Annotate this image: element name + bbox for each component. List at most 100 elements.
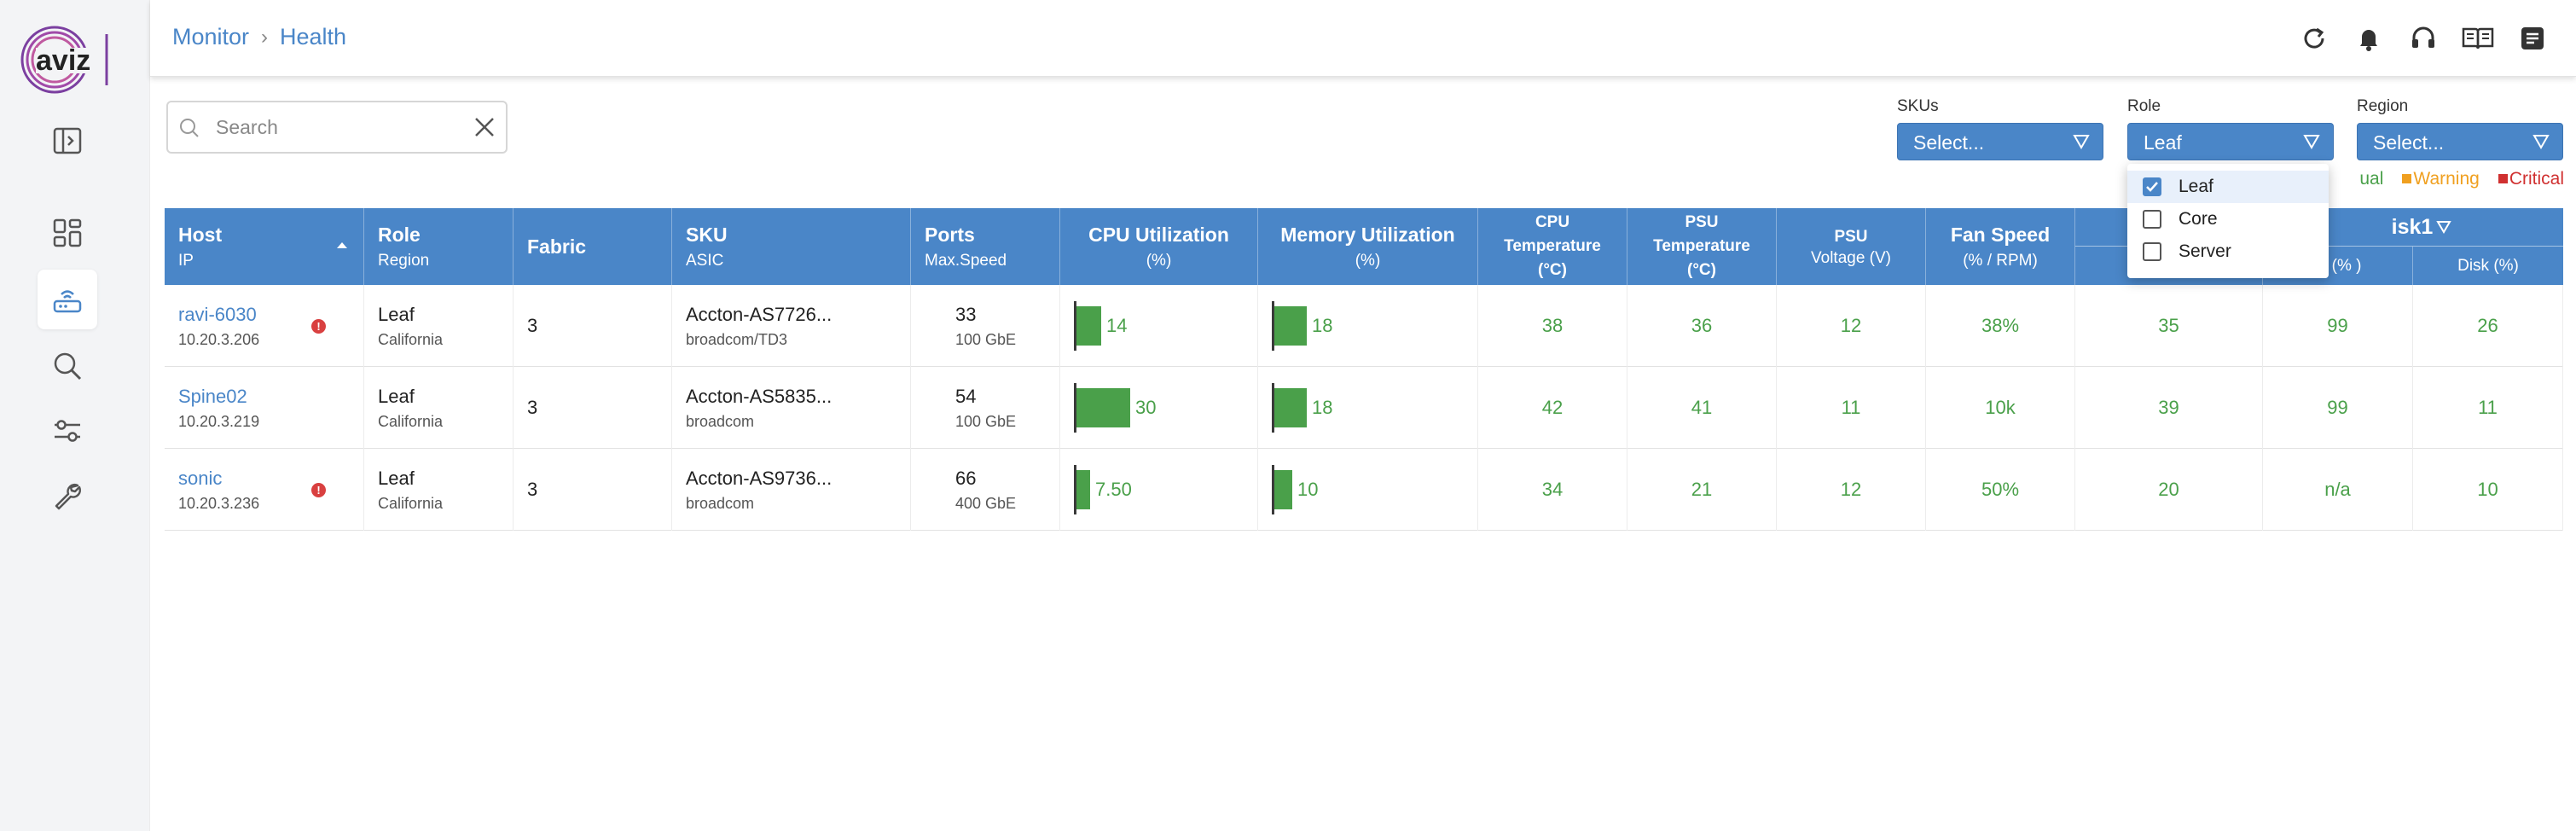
cell-fabric: 3: [513, 449, 672, 531]
cell-psu-voltage: 11: [1777, 367, 1926, 449]
filter-region-select[interactable]: Select...: [2357, 123, 2563, 160]
col-cpu-temp-l2: Temperature: [1504, 237, 1601, 255]
host-link[interactable]: Spine02: [178, 385, 247, 407]
col-psu-temp-l2: Temperature: [1653, 237, 1750, 255]
cell-disk-temp: 39: [2075, 367, 2263, 449]
col-fabric[interactable]: Fabric: [513, 208, 672, 285]
filter-role-select[interactable]: Leaf: [2127, 123, 2334, 160]
col-memory-sub: (%): [1355, 251, 1381, 270]
col-cpu-temp-l1: CPU: [1535, 213, 1570, 231]
host-link[interactable]: sonic: [178, 467, 223, 489]
checkbox-checked-icon[interactable]: [2143, 177, 2161, 196]
fabric-value: 3: [527, 315, 538, 336]
chevron-right-icon: ›: [261, 25, 269, 49]
search-input[interactable]: [216, 111, 455, 143]
breadcrumb-monitor[interactable]: Monitor: [172, 24, 250, 49]
table-row[interactable]: Spine02 10.20.3.219 Leaf California 3 Accton-…: [165, 367, 2563, 449]
sku-value: Accton-AS5835...: [686, 385, 833, 407]
breadcrumb: Monitor › Health: [172, 24, 346, 50]
asic-value: broadcom: [686, 412, 755, 430]
disk-temp-value: 20: [2158, 479, 2179, 500]
mem-utilization-value: 18: [1312, 397, 1333, 418]
cell-disk-pct: 10: [2413, 449, 2563, 531]
col-memory-title: Memory Utilization: [1280, 223, 1455, 246]
filter-region-label: Region: [2357, 97, 2409, 115]
dashboard-icon[interactable]: [38, 203, 97, 263]
col-psu-temp[interactable]: PSU Temperature (°C): [1627, 208, 1777, 285]
col-cpu-temp[interactable]: CPU Temperature (°C): [1478, 208, 1627, 285]
cell-fan-speed: 50%: [1926, 449, 2075, 531]
col-fan-speed[interactable]: Fan Speed (% / RPM): [1926, 208, 2075, 285]
topbar-actions: [2296, 20, 2550, 56]
cell-role: Leaf California: [364, 285, 513, 367]
col-role-sub: Region: [378, 251, 430, 270]
col-memory[interactable]: Memory Utilization (%): [1258, 208, 1478, 285]
role-option-core-label: Core: [2179, 209, 2218, 229]
headset-icon[interactable]: [2405, 20, 2441, 56]
table-row[interactable]: sonic 10.20.3.236! Leaf California 3 Accton-A…: [165, 449, 2563, 531]
sku-value: Accton-AS7726...: [686, 303, 833, 325]
col-host[interactable]: Host IP: [165, 208, 364, 285]
filter-icon[interactable]: [2436, 219, 2452, 235]
sidebar-toggle-icon[interactable]: [38, 111, 97, 171]
alert-icon[interactable]: !: [311, 319, 326, 334]
role-option-core[interactable]: Core: [2127, 203, 2329, 235]
role-option-leaf[interactable]: Leaf: [2127, 171, 2329, 203]
filter-role: Role Leaf: [2127, 97, 2334, 160]
table-row[interactable]: ravi-6030 10.20.3.206! Leaf California 3 Acct…: [165, 285, 2563, 367]
refresh-icon[interactable]: [2296, 20, 2332, 56]
region-value: California: [378, 412, 444, 430]
bell-icon[interactable]: [2351, 20, 2387, 56]
cell-disk-pct: 26: [2413, 285, 2563, 367]
settings-sliders-icon[interactable]: [38, 401, 97, 461]
mem-utilization-fill: [1274, 470, 1292, 509]
role-option-server-label: Server: [2179, 241, 2231, 261]
psu-voltage-value: 12: [1840, 315, 1862, 336]
alert-icon[interactable]: !: [311, 483, 326, 497]
col-ports[interactable]: Ports Max.Speed: [911, 208, 1060, 285]
role-option-server[interactable]: Server: [2127, 235, 2329, 268]
cell-disk-health: 99: [2263, 367, 2413, 449]
cpu-utilization-fill: [1076, 388, 1130, 427]
close-icon[interactable]: [472, 114, 497, 140]
checkbox-icon[interactable]: [2143, 242, 2161, 261]
filter-icon: [2073, 135, 2090, 150]
col-sku-sub: ASIC: [686, 251, 724, 270]
col-psu-temp-l1: PSU: [1685, 213, 1719, 231]
book-icon[interactable]: [2460, 20, 2496, 56]
psu-temp-value: 41: [1691, 397, 1713, 418]
monitor-router-icon[interactable]: [38, 270, 97, 329]
cell-psu-temp: 36: [1627, 285, 1777, 367]
col-cpu-sub: (%): [1146, 251, 1172, 270]
host-link[interactable]: ravi-6030: [178, 303, 257, 325]
col-role[interactable]: Role Region: [364, 208, 513, 285]
role-value: Leaf: [378, 303, 415, 325]
filter-skus-select[interactable]: Select...: [1897, 123, 2103, 160]
aviz-logo[interactable]: aviz: [19, 22, 111, 99]
breadcrumb-health[interactable]: Health: [280, 24, 347, 49]
col-psu-voltage[interactable]: PSU Voltage (V): [1777, 208, 1926, 285]
cell-disk-health: 99: [2263, 285, 2413, 367]
col-fan-title: Fan Speed: [1950, 223, 2051, 246]
col-sku[interactable]: SKU ASIC: [672, 208, 911, 285]
sku-value: Accton-AS9736...: [686, 467, 833, 489]
sort-asc-icon[interactable]: [336, 241, 348, 249]
search-nav-icon[interactable]: [38, 336, 97, 396]
notes-icon[interactable]: [2515, 20, 2550, 56]
col-psu-temp-l3: (°C): [1687, 261, 1716, 279]
cell-mem-utilization: 10: [1258, 449, 1478, 531]
cpu-utilization-bar: 7.50: [1074, 465, 1132, 514]
role-dropdown-menu: Leaf Core Server: [2127, 164, 2329, 278]
ports-value: 33: [955, 303, 977, 325]
col-disk-pct-label: Disk (%): [2457, 256, 2519, 275]
legend-warning: Warning: [2402, 169, 2480, 189]
checkbox-icon[interactable]: [2143, 210, 2161, 229]
region-value: California: [378, 330, 444, 348]
legend-normal: ual: [2359, 169, 2384, 189]
col-fan-sub: (% / RPM): [1963, 251, 2038, 270]
col-disk-pct[interactable]: Disk (%): [2413, 247, 2563, 285]
cell-role: Leaf California: [364, 449, 513, 531]
col-cpu[interactable]: CPU Utilization (%): [1060, 208, 1258, 285]
cell-fan-speed: 38%: [1926, 285, 2075, 367]
tools-wrench-icon[interactable]: [38, 466, 97, 526]
